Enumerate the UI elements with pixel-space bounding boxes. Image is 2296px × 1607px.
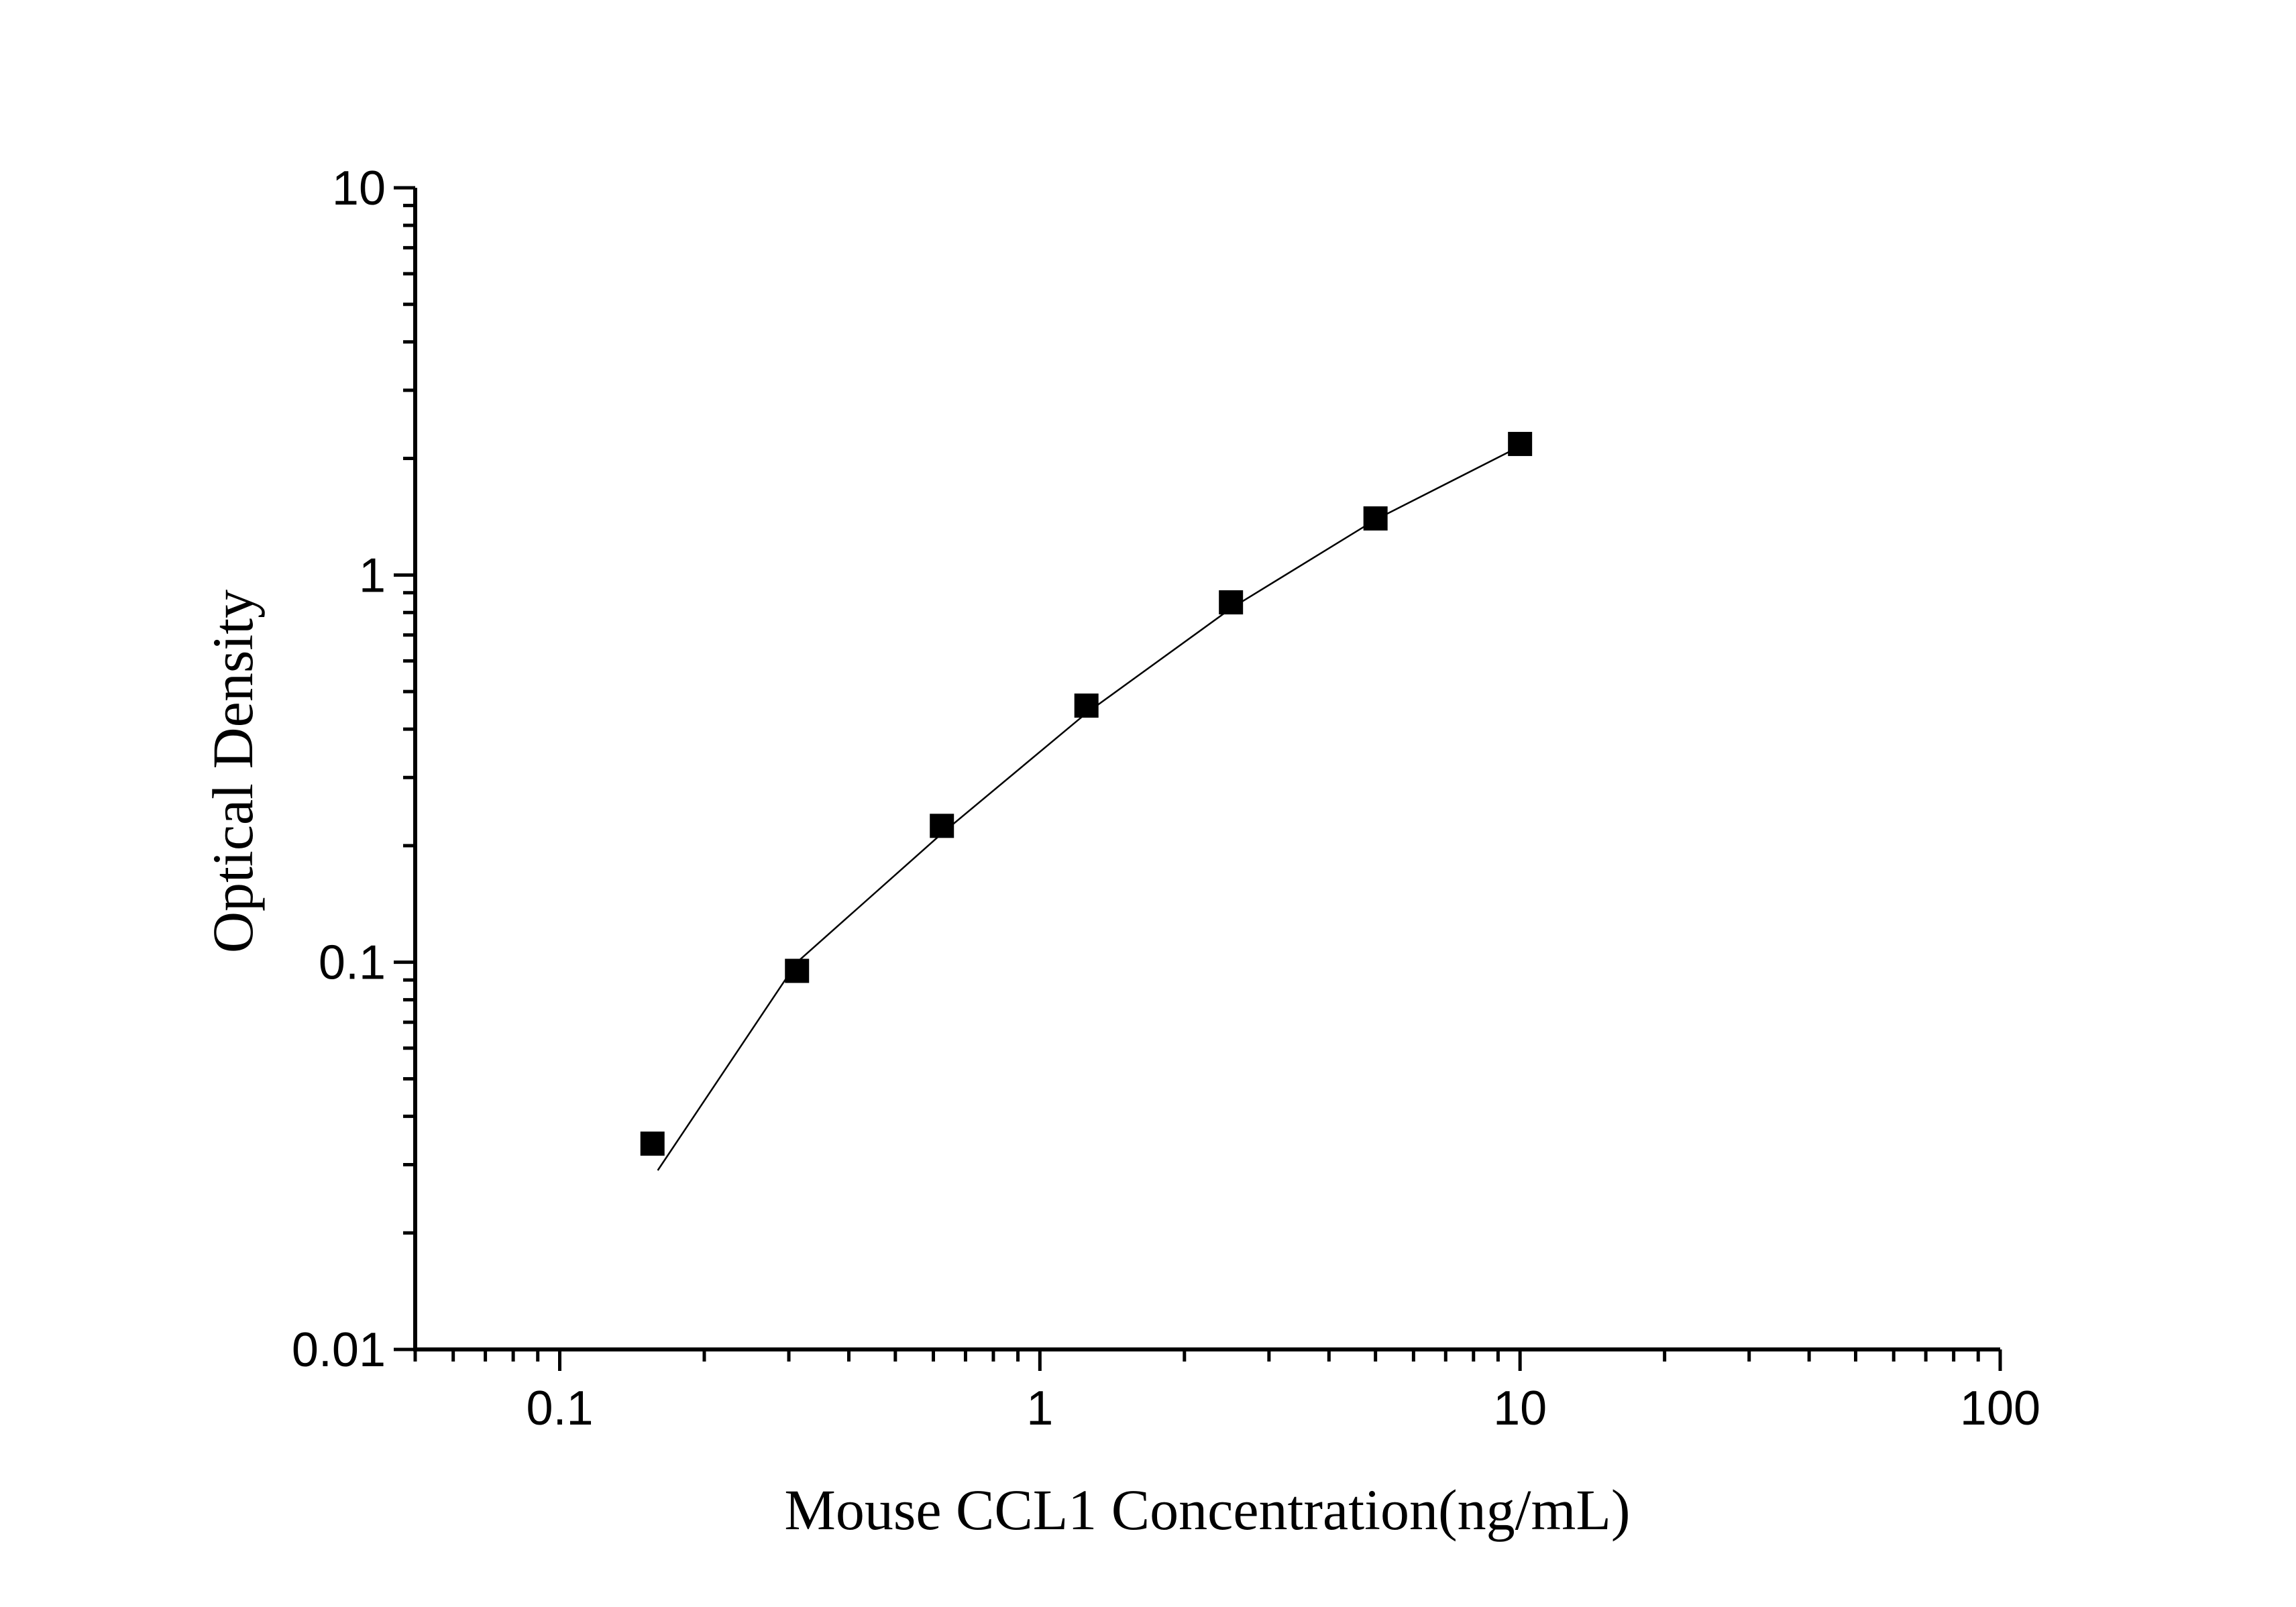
y-axis-title: Optical Density	[201, 590, 265, 953]
fit-curve-line	[657, 445, 1521, 1171]
y-tick-label: 0.1	[319, 936, 386, 990]
fit-curve-layer	[657, 445, 1521, 1171]
y-axis-tick-labels: 0.01 0.1 1 10	[292, 162, 386, 1377]
data-points	[640, 431, 1533, 1156]
data-point-marker	[930, 814, 954, 838]
x-tick-label: 100	[1960, 1382, 2040, 1435]
data-point-marker	[640, 1131, 665, 1156]
x-tick-label: 0.1	[526, 1382, 593, 1435]
x-tick-label: 10	[1493, 1382, 1547, 1435]
data-point-marker	[1074, 694, 1099, 718]
x-axis-ticks	[413, 1349, 2002, 1371]
data-point-marker	[785, 958, 810, 983]
x-axis-title: Mouse CCL1 Concentration(ng/mL)	[784, 1478, 1630, 1542]
x-axis-tick-labels: 0.1 1 10 100	[526, 1382, 2040, 1435]
y-tick-label: 0.01	[292, 1323, 386, 1377]
data-point-marker	[1363, 506, 1388, 531]
x-tick-label: 1	[1026, 1382, 1053, 1435]
data-point-marker	[1219, 590, 1244, 615]
y-axis-ticks	[394, 186, 415, 1351]
y-tick-label: 1	[359, 549, 386, 602]
y-tick-label: 10	[332, 162, 386, 215]
axes	[413, 188, 2000, 1351]
data-point-marker	[1508, 431, 1533, 456]
